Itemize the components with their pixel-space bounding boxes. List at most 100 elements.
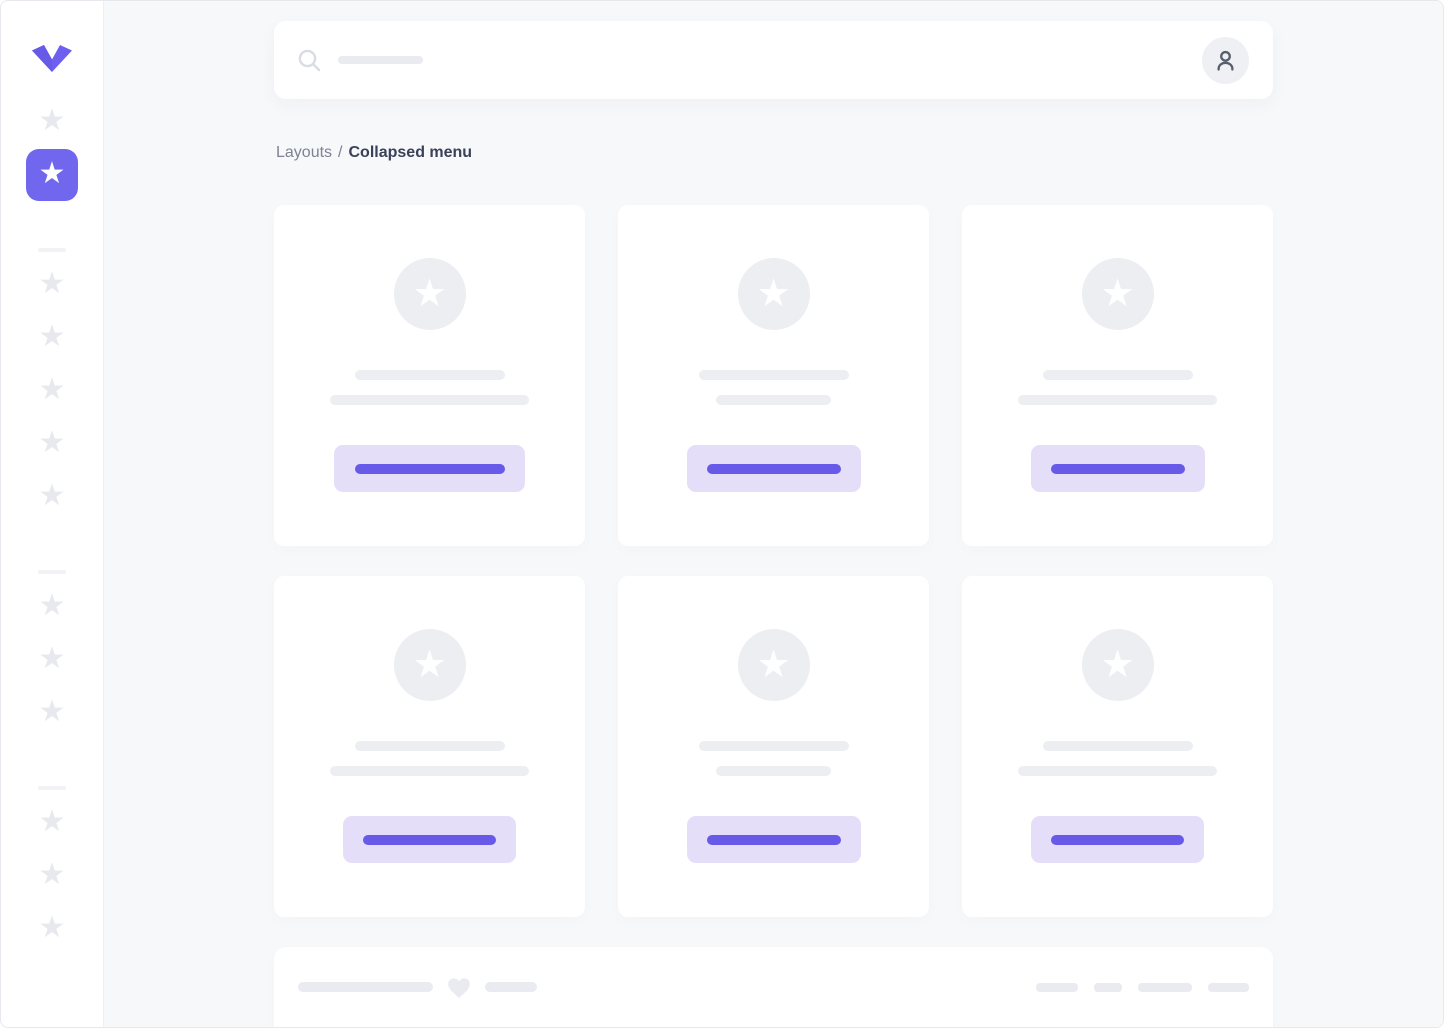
card-button-label-skeleton — [354, 463, 505, 474]
sidebar-item-star[interactable]: ★ — [26, 687, 78, 739]
placeholder-card: ★ — [618, 576, 929, 917]
card-button-skeleton[interactable] — [334, 445, 525, 492]
card-button-skeleton[interactable] — [1031, 816, 1204, 863]
main-area: Layouts / Collapsed menu ★ ★ ★ ★ ★ ★ — [104, 1, 1443, 1027]
placeholder-card: ★ — [962, 576, 1273, 917]
sidebar-group: ★ ★ ★ — [26, 581, 78, 739]
footer-skeleton-line — [298, 982, 433, 992]
sidebar-item-star[interactable]: ★ — [26, 312, 78, 364]
sidebar-item-star-active[interactable]: ★ — [26, 149, 78, 201]
footer-card — [274, 947, 1273, 1027]
sidebar-item-star[interactable]: ★ — [26, 797, 78, 849]
footer-link-skeleton — [1138, 982, 1192, 992]
sidebar-group: ★ ★ ★ — [26, 797, 78, 955]
star-icon: ★ — [1100, 271, 1135, 315]
star-icon: ★ — [38, 266, 66, 301]
heart-icon — [446, 975, 472, 999]
star-icon: ★ — [38, 910, 66, 945]
card-avatar-circle: ★ — [393, 629, 466, 701]
star-icon: ★ — [38, 372, 66, 407]
card-skeleton-line-2 — [330, 766, 529, 776]
breadcrumb-separator: / — [338, 144, 343, 161]
footer-link-skeleton — [1094, 982, 1122, 992]
card-button-label-skeleton — [1051, 834, 1184, 845]
card-button-label-skeleton — [706, 834, 841, 845]
placeholder-card: ★ — [274, 205, 585, 546]
search-icon — [298, 49, 321, 71]
breadcrumb-current: Collapsed menu — [348, 144, 473, 161]
star-icon: ★ — [412, 271, 447, 315]
search-placeholder-skeleton — [338, 56, 423, 64]
card-skeleton-line-2 — [1018, 766, 1217, 776]
sidebar-item-star[interactable]: ★ — [26, 96, 78, 148]
sidebar-item-star[interactable]: ★ — [26, 850, 78, 902]
sidebar-group: ★ ★ — [26, 96, 78, 201]
sidebar-item-star[interactable]: ★ — [26, 418, 78, 470]
card-button-label-skeleton — [706, 463, 841, 474]
footer-link-skeleton — [1208, 982, 1249, 992]
card-avatar-circle: ★ — [737, 258, 810, 330]
sidebar-divider — [38, 786, 66, 790]
card-button-label-skeleton — [363, 834, 496, 845]
footer-row — [298, 975, 1249, 999]
sidebar-divider — [38, 570, 66, 574]
card-skeleton-line-2 — [330, 395, 529, 405]
star-icon: ★ — [756, 271, 791, 315]
sidebar-group: ★ ★ ★ ★ ★ — [26, 259, 78, 523]
card-avatar-circle: ★ — [737, 629, 810, 701]
card-button-skeleton[interactable] — [686, 445, 861, 492]
breadcrumb: Layouts / Collapsed menu — [276, 144, 1273, 162]
user-icon — [1217, 50, 1234, 71]
card-button-skeleton[interactable] — [343, 816, 516, 863]
footer-skeleton-line — [485, 982, 537, 992]
card-skeleton-line-2 — [1018, 395, 1217, 405]
card-skeleton-line-1 — [354, 370, 505, 380]
star-icon: ★ — [756, 642, 791, 686]
star-icon: ★ — [38, 156, 66, 191]
placeholder-card: ★ — [618, 205, 929, 546]
placeholder-card: ★ — [962, 205, 1273, 546]
content-column: Layouts / Collapsed menu ★ ★ ★ ★ ★ ★ — [274, 21, 1273, 1027]
card-avatar-circle: ★ — [1081, 258, 1154, 330]
sidebar-item-star[interactable]: ★ — [26, 581, 78, 633]
search-input[interactable] — [298, 21, 1202, 99]
star-icon: ★ — [38, 478, 66, 513]
card-button-skeleton[interactable] — [686, 816, 861, 863]
card-button-skeleton[interactable] — [1030, 445, 1205, 492]
sidebar-nav: ★ ★ ★ ★ ★ ★ ★ ★ ★ ★ ★ ★ ★ — [1, 72, 103, 955]
sidebar-item-star[interactable]: ★ — [26, 903, 78, 955]
star-icon: ★ — [38, 103, 66, 138]
card-skeleton-line-2 — [716, 766, 831, 776]
card-skeleton-line-2 — [716, 395, 831, 405]
sidebar-item-star[interactable]: ★ — [26, 259, 78, 311]
star-icon: ★ — [1100, 642, 1135, 686]
user-avatar-button[interactable] — [1202, 36, 1249, 84]
card-avatar-circle: ★ — [393, 258, 466, 330]
card-skeleton-line-1 — [1042, 370, 1193, 380]
card-skeleton-line-1 — [1042, 741, 1193, 751]
star-icon: ★ — [38, 694, 66, 729]
cards-grid: ★ ★ ★ ★ ★ ★ — [274, 205, 1273, 917]
card-skeleton-line-1 — [698, 741, 849, 751]
star-icon: ★ — [38, 804, 66, 839]
card-button-label-skeleton — [1050, 463, 1185, 474]
topbar — [274, 21, 1273, 99]
star-icon: ★ — [38, 319, 66, 354]
card-skeleton-line-1 — [698, 370, 849, 380]
card-skeleton-line-1 — [354, 741, 505, 751]
star-icon: ★ — [38, 641, 66, 676]
sidebar: ★ ★ ★ ★ ★ ★ ★ ★ ★ ★ ★ ★ ★ — [1, 1, 104, 1027]
sidebar-item-star[interactable]: ★ — [26, 634, 78, 686]
star-icon: ★ — [38, 857, 66, 892]
star-icon: ★ — [38, 425, 66, 460]
breadcrumb-parent[interactable]: Layouts — [276, 144, 333, 161]
placeholder-card: ★ — [274, 576, 585, 917]
footer-link-skeleton — [1036, 982, 1078, 992]
sidebar-item-star[interactable]: ★ — [26, 471, 78, 523]
star-icon: ★ — [412, 642, 447, 686]
vuesax-logo[interactable] — [32, 45, 72, 72]
card-avatar-circle: ★ — [1081, 629, 1154, 701]
sidebar-item-star[interactable]: ★ — [26, 365, 78, 417]
sidebar-divider — [38, 248, 66, 252]
